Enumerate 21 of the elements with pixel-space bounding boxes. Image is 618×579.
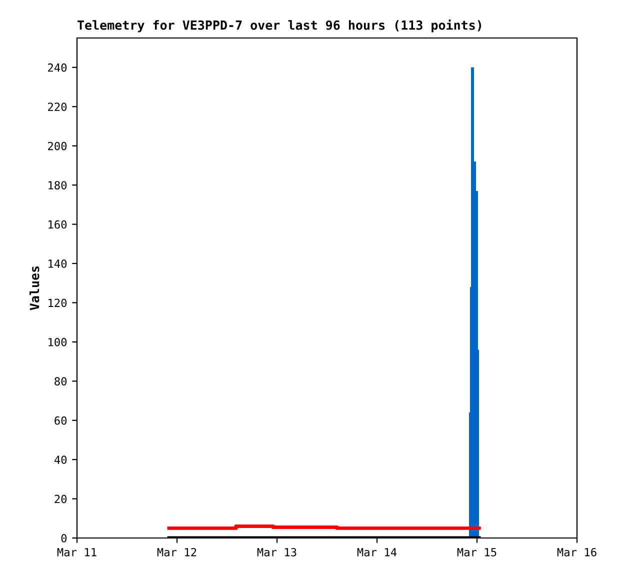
x-tick-label: Mar 13: [257, 548, 296, 556]
x-tick-label: Mar 16: [557, 548, 596, 556]
y-tick-label: 60: [54, 416, 67, 425]
y-tick-label: 220: [48, 102, 67, 112]
x-tick-label: Mar 15: [457, 548, 496, 556]
y-tick-label: 20: [54, 494, 67, 504]
y-tick-label: 200: [48, 142, 67, 150]
x-tick-label: Mar 14: [357, 548, 397, 556]
y-tick-label: 160: [48, 220, 67, 229]
y-tick-label: 100: [48, 338, 67, 346]
y-tick-label: 0: [61, 534, 67, 542]
y-axis-title: Values: [30, 266, 40, 310]
x-tick-label: Mar 12: [157, 548, 196, 556]
chart-title: Telemetry for VE3PPD-7 over last 96 hours (113 points): [78, 20, 482, 32]
y-tick-label: 120: [48, 298, 67, 308]
y-tick-label: 240: [48, 63, 67, 72]
y-tick-label: 180: [48, 181, 67, 190]
y-tick-label: 80: [54, 377, 67, 386]
y-tick-label: 140: [48, 259, 67, 268]
y-tick-label: 40: [54, 456, 67, 464]
x-tick-label: Mar 11: [57, 548, 96, 556]
